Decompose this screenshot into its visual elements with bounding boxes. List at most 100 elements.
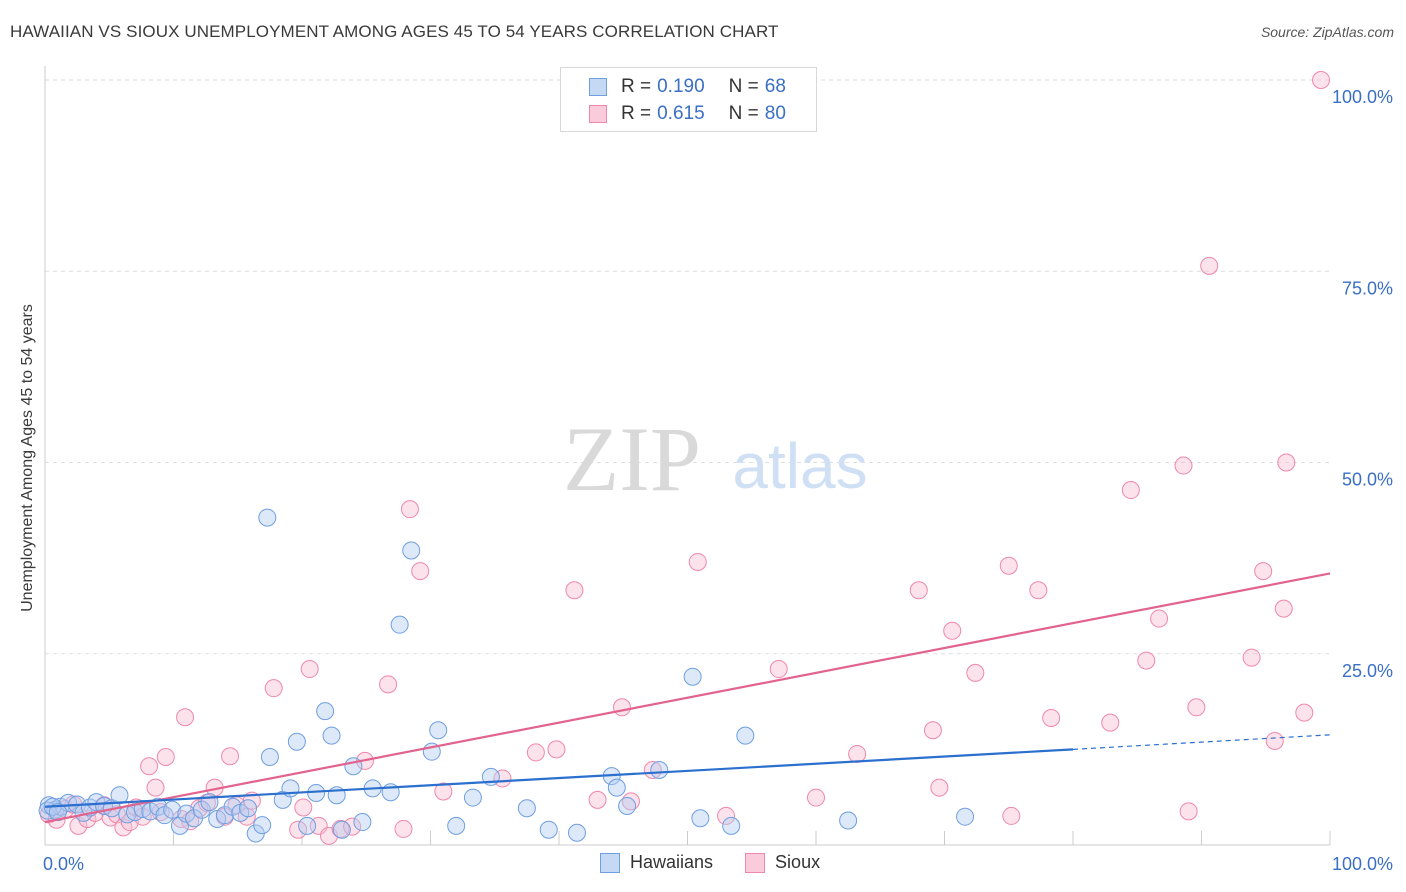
trend-lines <box>44 572 1331 824</box>
legend-r-label: R = <box>621 76 652 97</box>
hawaiians-point <box>110 786 129 805</box>
sioux-point <box>943 621 962 640</box>
sioux-point <box>411 562 430 581</box>
sioux-point <box>999 556 1018 575</box>
sioux-point <box>769 660 788 679</box>
hawaiians-point <box>607 778 626 797</box>
hawaiians-point <box>839 811 858 830</box>
sioux-point <box>331 819 350 838</box>
sioux-point <box>526 743 545 762</box>
hawaiians-trend-line <box>44 748 1074 808</box>
sioux-point <box>565 581 584 600</box>
series-legend: Hawaiians Sioux <box>600 852 852 873</box>
sioux-point <box>400 500 419 519</box>
legend-n-value: 68 <box>764 76 786 97</box>
hawaiians-point <box>517 799 536 818</box>
sioux-point <box>264 679 283 698</box>
hawaiians-point <box>332 820 351 839</box>
sioux-trend-line <box>44 572 1331 824</box>
sioux-point <box>643 761 662 780</box>
hawaiians-point <box>260 748 279 767</box>
hawaiians-point <box>298 816 317 835</box>
hawaiians-point <box>736 726 755 745</box>
watermark-zip: ZIP <box>563 408 701 510</box>
legend-row-hawaiians: R = 0.190 N = 68 <box>589 75 786 99</box>
hawaiians-point <box>956 807 975 826</box>
sioux-point <box>588 790 607 809</box>
sioux-point <box>1002 806 1021 825</box>
hawaiians-point <box>722 816 741 835</box>
hawaiians-legend-swatch <box>600 852 620 873</box>
sioux-point <box>1200 256 1219 275</box>
legend-r-value: 0.615 <box>657 103 705 124</box>
watermark: ZIP atlas <box>563 408 868 510</box>
hawaiians-point <box>402 541 421 560</box>
sioux-point <box>1029 581 1048 600</box>
sioux-point <box>1101 713 1120 732</box>
legend-n-value: 80 <box>764 103 786 124</box>
sioux-point <box>1179 802 1198 821</box>
watermark-atlas: atlas <box>732 430 867 502</box>
hawaiians-point <box>59 793 78 812</box>
y-tick-label: 100.0% <box>1332 87 1393 107</box>
hawaiians-point <box>353 813 372 832</box>
sioux-point <box>909 581 928 600</box>
grid-lines <box>45 79 1330 655</box>
sioux-point <box>379 675 398 694</box>
sioux-point <box>1312 71 1331 89</box>
hawaiians-swatch <box>589 78 607 96</box>
sioux-point <box>394 819 413 838</box>
sioux-point <box>1242 648 1261 667</box>
sioux-point <box>612 698 631 717</box>
source-label: Source: ZipAtlas.com <box>1260 24 1394 40</box>
hawaiians-point <box>239 799 258 818</box>
sioux-point <box>156 748 175 767</box>
hawaiians-point <box>683 667 702 686</box>
sioux-point <box>434 782 453 801</box>
legend-r-label: R = <box>621 103 652 124</box>
hawaiians-point <box>192 800 211 819</box>
hawaiians-points <box>38 508 975 843</box>
sioux-point <box>1277 453 1296 472</box>
x-tick-label: 100.0% <box>1332 854 1393 874</box>
hawaiians-point <box>322 726 341 745</box>
sioux-point <box>289 820 308 839</box>
sioux-point <box>717 806 736 825</box>
legend-n-label: N = <box>728 76 759 97</box>
sioux-point <box>294 798 313 817</box>
chart-title: HAWAIIAN VS SIOUX UNEMPLOYMENT AMONG AGE… <box>10 22 779 41</box>
sioux-point <box>688 552 707 571</box>
legend-item-sioux: Sioux <box>745 852 820 873</box>
sioux-point <box>1042 709 1061 728</box>
sioux-point <box>493 769 512 788</box>
hawaiians-point <box>163 800 182 819</box>
hawaiians-point <box>447 816 466 835</box>
sioux-point <box>300 660 319 679</box>
hawaiians-point <box>429 721 448 740</box>
legend-item-hawaiians: Hawaiians <box>600 852 713 873</box>
sioux-point <box>1265 731 1284 750</box>
sioux-swatch <box>589 105 607 123</box>
sioux-point <box>343 817 362 836</box>
hawaiians-point <box>618 796 637 815</box>
sioux-point <box>1274 599 1293 618</box>
sioux-point <box>848 744 867 763</box>
sioux-point <box>1150 609 1169 628</box>
y-tick-label: 50.0% <box>1342 470 1393 490</box>
sioux-point <box>1121 481 1140 500</box>
legend-row-sioux: R = 0.615 N = 80 <box>589 102 786 126</box>
sioux-point <box>146 778 165 797</box>
hawaiians-point <box>316 702 335 721</box>
sioux-point <box>1137 651 1156 670</box>
hawaiians-point <box>650 761 669 780</box>
x-tick-labels: 0.0% 100.0% <box>43 854 1393 874</box>
hawaiians-legend-label: Hawaiians <box>630 852 714 872</box>
hawaiians-point <box>287 732 306 751</box>
x-tick-label: 0.0% <box>43 854 84 874</box>
sioux-point <box>176 708 195 727</box>
y-axis-label: Unemployment Among Ages 45 to 54 years <box>19 304 36 612</box>
sioux-point <box>1174 456 1193 475</box>
sioux-point <box>923 721 942 740</box>
sioux-point <box>140 757 159 776</box>
